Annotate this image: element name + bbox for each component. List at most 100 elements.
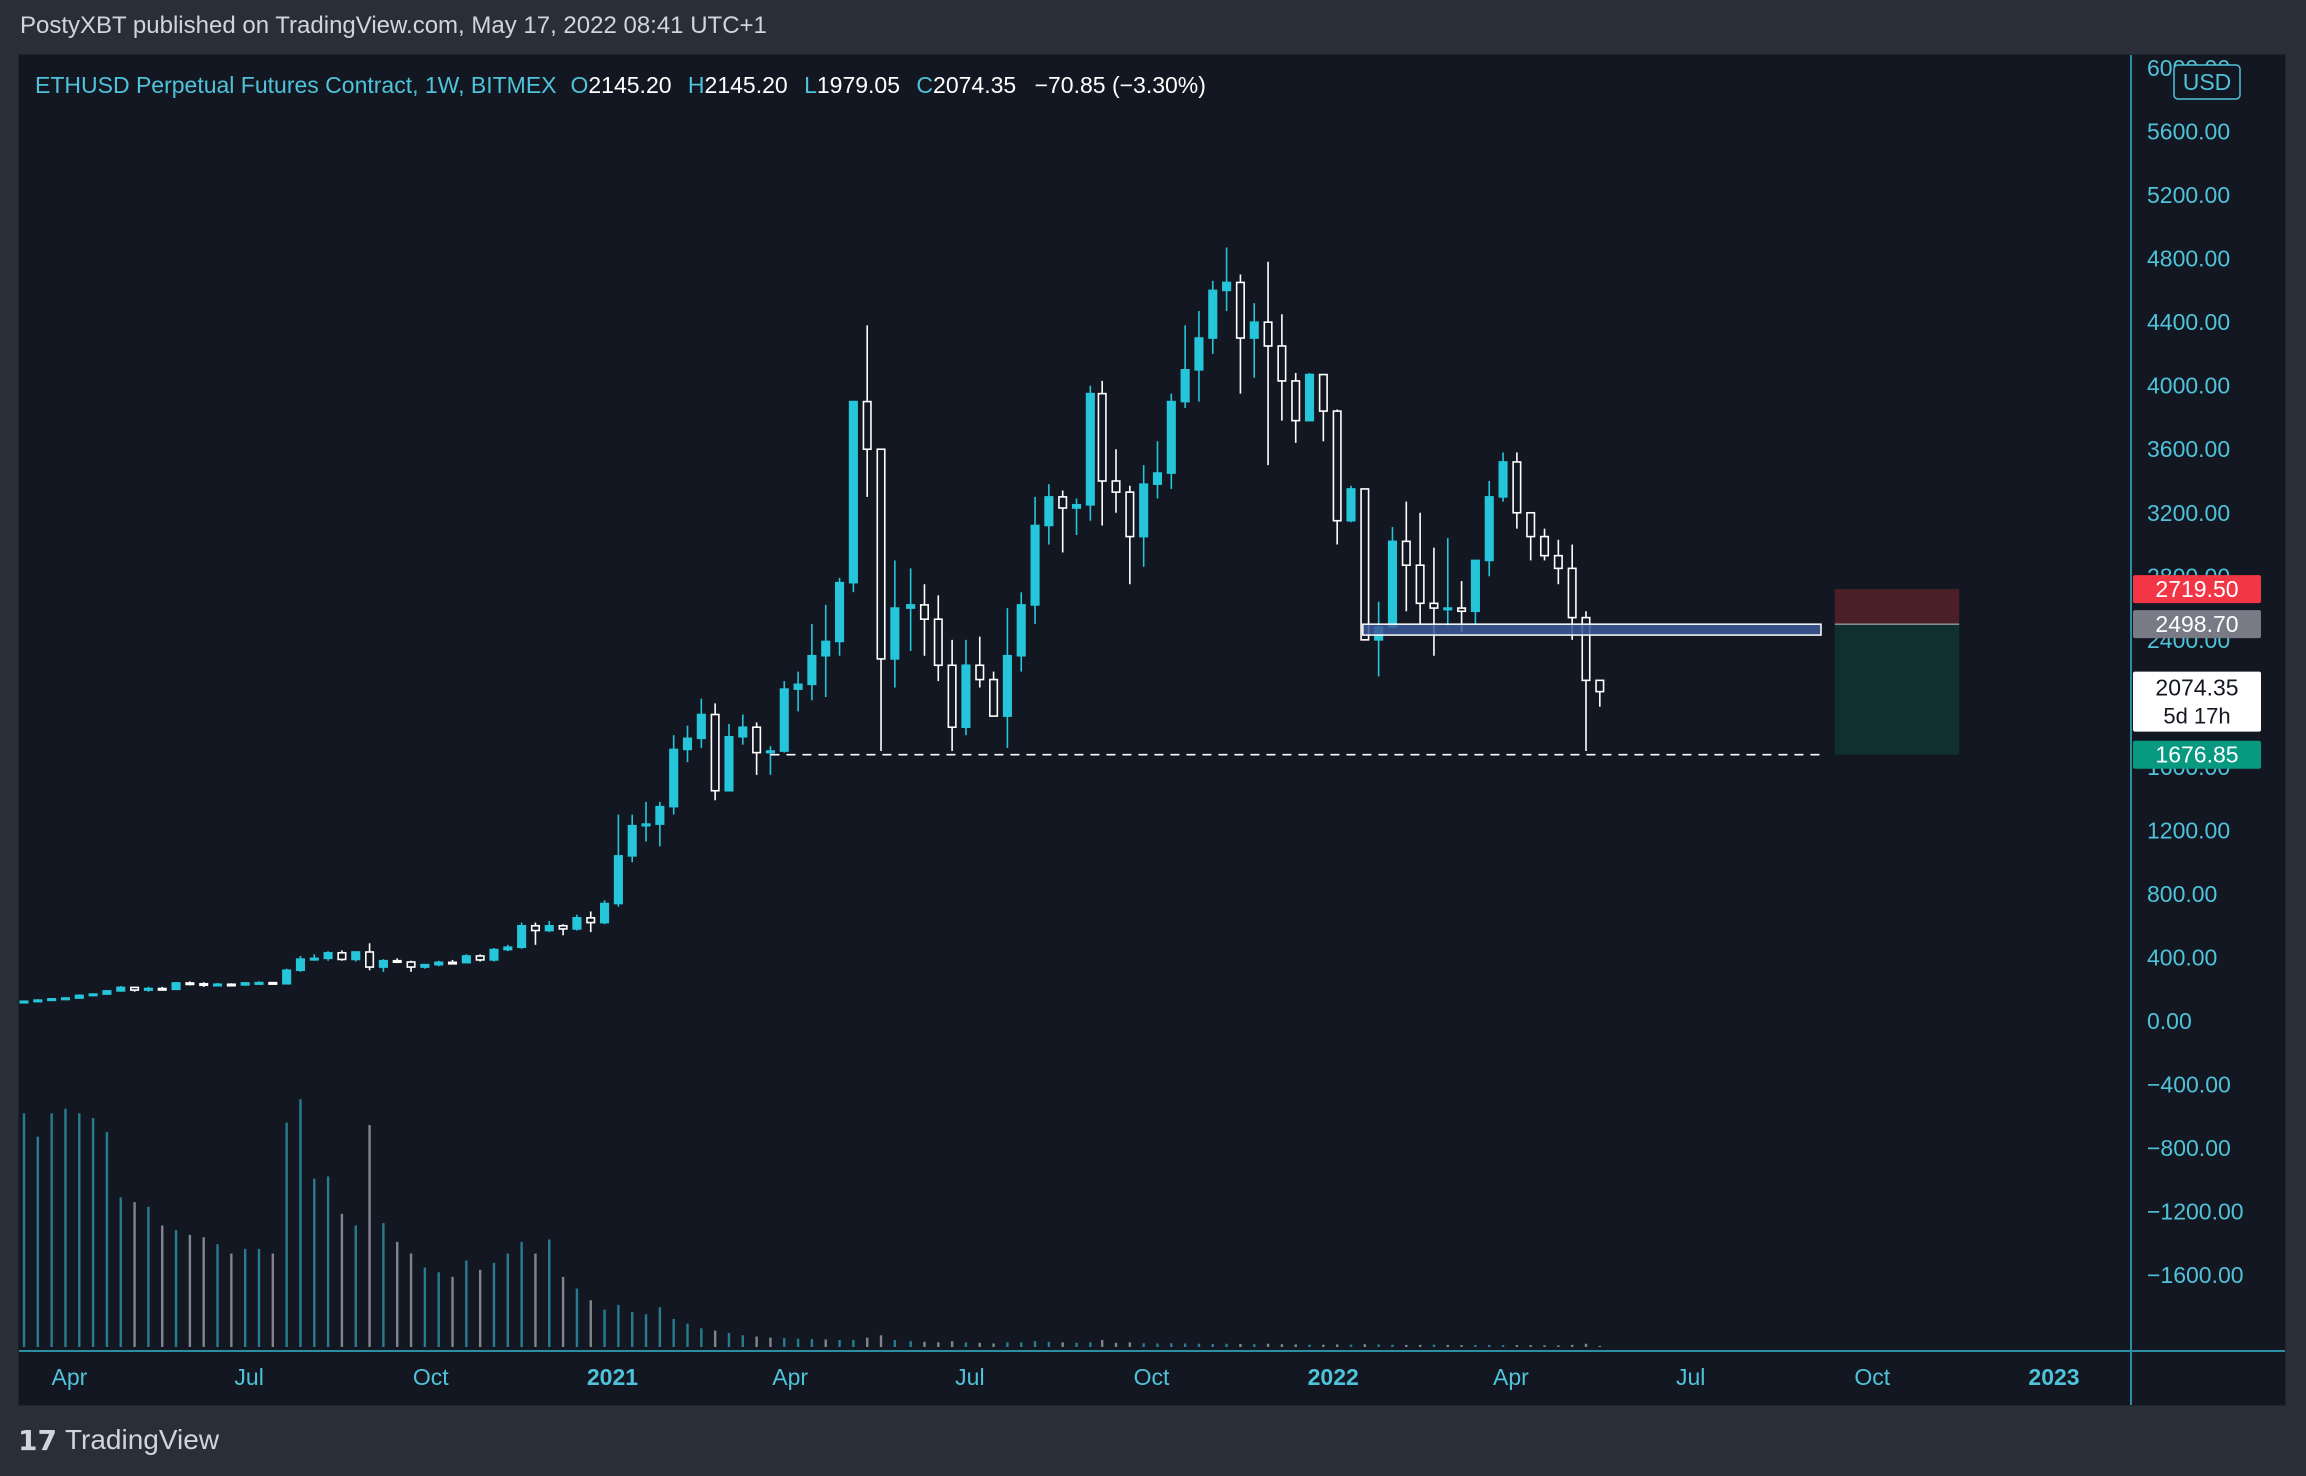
volume-bar — [1197, 1343, 1201, 1347]
price-tick-label: 3600.00 — [2147, 436, 2230, 462]
volume-bar — [852, 1339, 855, 1347]
volume-bar — [1529, 1345, 1532, 1347]
candle-body — [710, 713, 720, 792]
volume-bar — [382, 1223, 385, 1347]
volume-bar — [923, 1341, 926, 1347]
volume-bar — [1501, 1345, 1505, 1347]
candle-body — [365, 951, 375, 968]
volume-bar — [1280, 1344, 1284, 1347]
candle-body — [420, 963, 430, 968]
volume-bar — [1183, 1343, 1187, 1347]
candle-body — [613, 855, 623, 905]
volume-bar — [50, 1113, 53, 1347]
candle-body — [1249, 321, 1259, 339]
volume-bar — [964, 1342, 968, 1347]
candle-body — [282, 969, 292, 985]
candle-body — [185, 982, 195, 986]
candle-body — [627, 824, 637, 857]
short-position-stop-zone[interactable] — [1834, 589, 1960, 625]
candle-body — [1360, 488, 1370, 641]
volume-bar — [1377, 1344, 1380, 1347]
candle-body — [517, 924, 527, 949]
volume-bar — [1349, 1344, 1353, 1347]
volume-bar — [1033, 1341, 1037, 1347]
candles-layer — [19, 247, 1605, 1004]
candle-body — [1526, 511, 1536, 538]
volume-bar — [22, 1113, 26, 1347]
volume-bar — [520, 1241, 523, 1347]
volume-bar — [161, 1225, 164, 1347]
candle-body — [779, 688, 789, 752]
candle-body — [1457, 607, 1467, 613]
volume-bar — [202, 1237, 205, 1347]
price-tick-label: −800.00 — [2147, 1135, 2231, 1161]
volume-bar — [1391, 1344, 1394, 1347]
candle-body — [309, 957, 319, 961]
candle-body — [130, 986, 140, 991]
price-tick-label: 800.00 — [2147, 881, 2217, 907]
volume-bar — [978, 1342, 981, 1347]
volume-bar — [741, 1335, 744, 1347]
volume-bar — [713, 1330, 717, 1347]
volume-bar — [1020, 1342, 1023, 1347]
volume-bar — [1225, 1343, 1228, 1347]
chart-title: ETHUSD Perpetual Futures Contract, 1W, B… — [35, 72, 557, 98]
publisher-caption: PostyXBT published on TradingView.com, M… — [20, 12, 767, 39]
chart-panel[interactable]: 6000.005600.005200.004800.004400.004000.… — [18, 54, 2286, 1406]
volume-bar — [174, 1230, 178, 1347]
short-position-target-zone[interactable] — [1834, 624, 1960, 755]
volume-bar — [1363, 1344, 1367, 1347]
candle-body — [1097, 392, 1107, 482]
ohlc-high: 2145.20 — [705, 72, 788, 98]
target-price-label: 1676.85 — [2155, 742, 2238, 768]
price-chart[interactable]: 6000.005600.005200.004800.004400.004000.… — [19, 55, 2285, 1405]
candle-body — [1470, 559, 1480, 613]
volume-bar — [783, 1338, 786, 1347]
volume-pane — [22, 1099, 1602, 1347]
time-tick-label: Apr — [772, 1364, 808, 1390]
candle-body — [1016, 604, 1026, 657]
volume-bar — [1446, 1344, 1449, 1347]
volume-bar — [866, 1337, 869, 1347]
volume-bar — [368, 1125, 371, 1347]
candle-body — [240, 982, 250, 986]
volume-bar — [1142, 1343, 1145, 1347]
candle-body — [1208, 289, 1218, 339]
support-zone-box[interactable] — [1362, 623, 1822, 636]
price-tick-label: 1200.00 — [2147, 817, 2230, 843]
candle-body — [60, 997, 71, 1001]
candle-body — [378, 959, 388, 968]
candle-body — [1058, 496, 1068, 509]
candle-body — [489, 948, 499, 961]
currency-button[interactable] — [2173, 64, 2241, 100]
volume-bar — [1006, 1342, 1009, 1347]
volume-bar — [147, 1206, 150, 1347]
volume-bar — [465, 1260, 468, 1347]
candle-body — [1291, 380, 1301, 422]
candle-body — [47, 998, 57, 1002]
candle-body — [503, 946, 513, 951]
volume-bar — [230, 1253, 233, 1347]
bar-countdown-label: 5d 17h — [2163, 704, 2230, 729]
volume-bar — [36, 1136, 40, 1347]
candle-body — [19, 1000, 29, 1004]
candle-body — [447, 961, 458, 965]
footer-brand: 17 TradingView — [18, 1410, 219, 1470]
volume-bar — [686, 1323, 689, 1347]
ohlc-c-key: C — [916, 72, 933, 98]
volume-bar — [396, 1241, 399, 1347]
stop-price-label: 2719.50 — [2155, 576, 2238, 602]
candle-body — [655, 805, 665, 825]
volume-bar — [548, 1239, 551, 1347]
volume-bar — [838, 1339, 841, 1347]
candle-body — [1044, 496, 1054, 527]
candle-body — [323, 951, 333, 960]
ohlc-readout: O2145.20 H2145.20 L1979.05 C2074.35 −70.… — [571, 72, 1206, 98]
candle-body — [74, 994, 84, 999]
last-price-label: 2074.35 — [2155, 675, 2238, 701]
price-tick-label: −1600.00 — [2147, 1262, 2244, 1288]
candle-body — [1180, 369, 1190, 403]
volume-bar — [603, 1309, 606, 1347]
volume-bar — [1474, 1344, 1477, 1347]
candle-body — [1429, 602, 1439, 609]
